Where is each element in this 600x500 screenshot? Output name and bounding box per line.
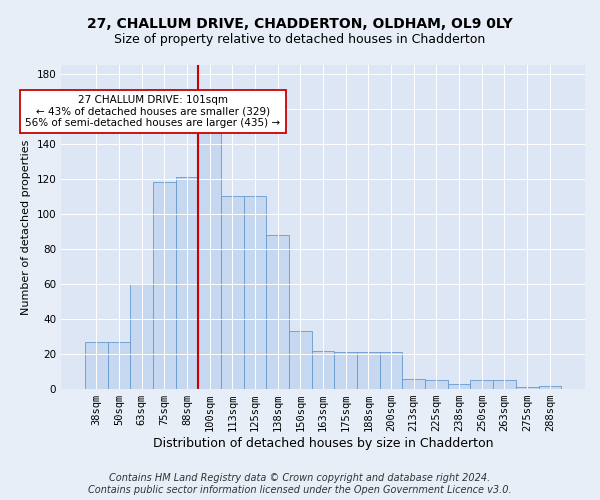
Bar — [244, 196, 266, 389]
Text: 27, CHALLUM DRIVE, CHADDERTON, OLDHAM, OL9 0LY: 27, CHALLUM DRIVE, CHADDERTON, OLDHAM, O… — [87, 18, 513, 32]
Bar — [153, 182, 176, 389]
Bar — [516, 388, 539, 389]
Bar — [85, 342, 107, 389]
Bar — [470, 380, 493, 389]
X-axis label: Distribution of detached houses by size in Chadderton: Distribution of detached houses by size … — [153, 437, 493, 450]
Bar — [107, 342, 130, 389]
Text: Contains HM Land Registry data © Crown copyright and database right 2024.
Contai: Contains HM Land Registry data © Crown c… — [88, 474, 512, 495]
Bar — [357, 352, 380, 389]
Text: 27 CHALLUM DRIVE: 101sqm
← 43% of detached houses are smaller (329)
56% of semi-: 27 CHALLUM DRIVE: 101sqm ← 43% of detach… — [25, 95, 280, 128]
Y-axis label: Number of detached properties: Number of detached properties — [21, 140, 31, 314]
Text: Size of property relative to detached houses in Chadderton: Size of property relative to detached ho… — [115, 32, 485, 46]
Bar — [539, 386, 561, 389]
Bar — [198, 132, 221, 389]
Bar — [334, 352, 357, 389]
Bar — [311, 350, 334, 389]
Bar — [289, 332, 311, 389]
Bar — [380, 352, 403, 389]
Bar — [176, 177, 198, 389]
Bar — [448, 384, 470, 389]
Bar — [221, 196, 244, 389]
Bar — [130, 284, 153, 389]
Bar — [403, 378, 425, 389]
Bar — [493, 380, 516, 389]
Bar — [266, 235, 289, 389]
Bar — [425, 380, 448, 389]
